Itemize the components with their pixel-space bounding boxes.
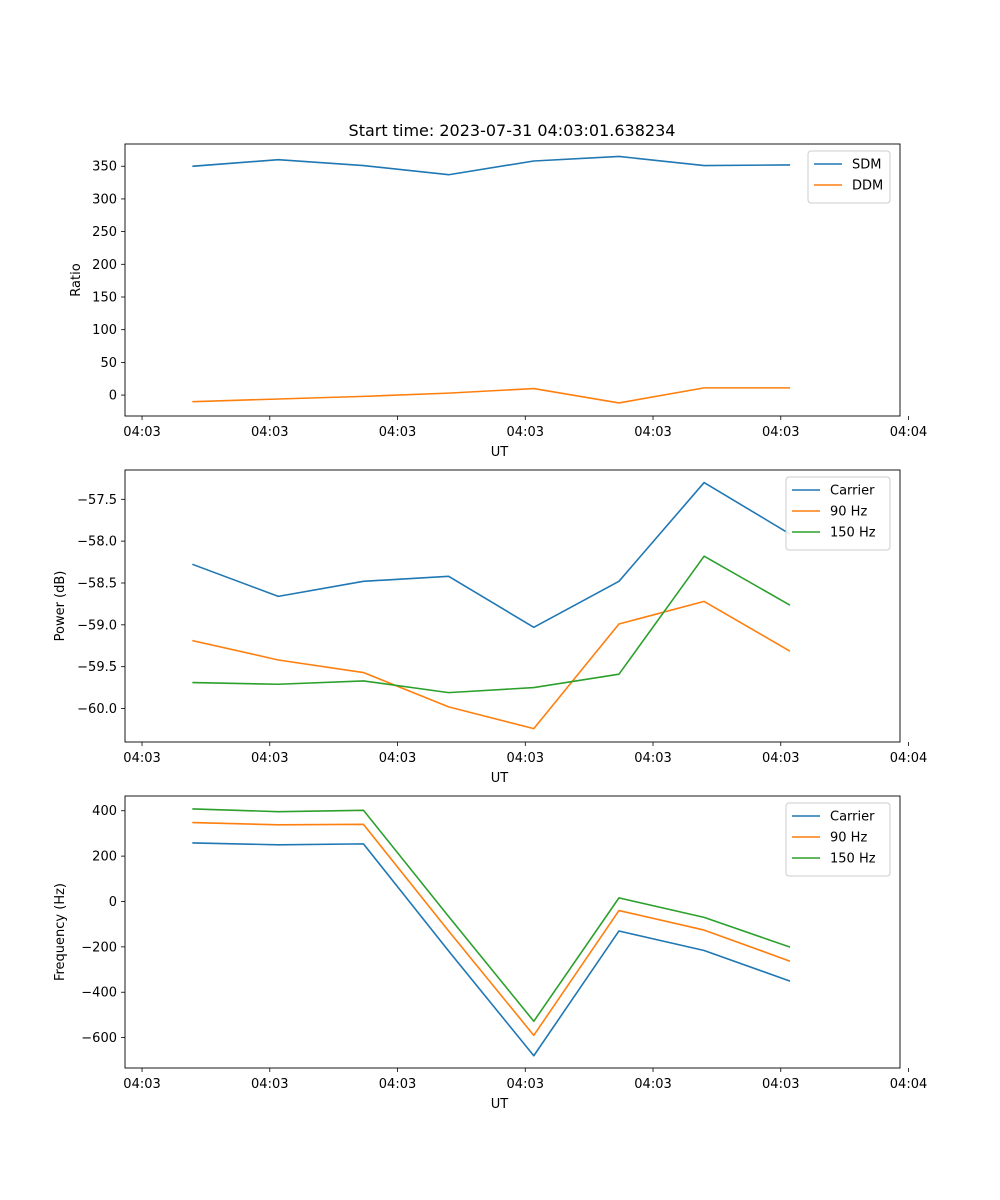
series-line-ddm bbox=[192, 387, 791, 404]
y-tick-label: −59.5 bbox=[77, 660, 117, 675]
series-line-90-hz bbox=[192, 600, 791, 730]
chart-panel-1: 04:03 04:03 04:03 04:03 04:03 04:03 04:04 0 50 10… bbox=[69, 143, 927, 460]
chart-title: Start time: 2023-07-31 04:03:01.638234 bbox=[349, 121, 676, 140]
x-tick-label: 04:04 bbox=[890, 751, 927, 766]
y-tick-label: −60.0 bbox=[77, 702, 117, 717]
series-line-sdm bbox=[192, 155, 791, 176]
y-tick-label: −400 bbox=[81, 986, 117, 1001]
y-tick-label: −57.5 bbox=[77, 493, 117, 508]
y-tick-label: 100 bbox=[92, 323, 117, 338]
x-tick-label: 04:03 bbox=[507, 1077, 544, 1092]
y-tick-label: −200 bbox=[81, 940, 117, 955]
x-tick-label: 04:03 bbox=[379, 751, 416, 766]
axes-frame bbox=[124, 143, 901, 417]
chart-panel-2: 04:03 04:03 04:03 04:03 04:03 04:03 04:04 −60.0… bbox=[53, 469, 927, 786]
x-tick-label: 04:03 bbox=[762, 751, 799, 766]
y-tick-label: −59.0 bbox=[77, 618, 117, 633]
x-tick-label: 04:03 bbox=[634, 1077, 671, 1092]
legend: Carrier 90 Hz 150 Hz bbox=[785, 476, 891, 551]
axes-frame bbox=[124, 795, 901, 1069]
legend-label: Carrier bbox=[830, 810, 875, 825]
x-tick-label: 04:03 bbox=[507, 425, 544, 440]
y-tick-label: 150 bbox=[92, 291, 117, 306]
y-tick-label: 200 bbox=[92, 258, 117, 273]
y-tick-label: −600 bbox=[81, 1031, 117, 1046]
y-axis-label: Ratio bbox=[69, 263, 84, 296]
y-tick-label: 0 bbox=[109, 895, 117, 910]
series-line-carrier bbox=[192, 842, 791, 1057]
legend: SDM DDM bbox=[807, 150, 891, 204]
x-axis-label: UT bbox=[491, 771, 509, 786]
x-tick-label: 04:04 bbox=[890, 425, 927, 440]
legend-label: Carrier bbox=[830, 484, 875, 499]
y-axis-label: Frequency (Hz) bbox=[53, 883, 68, 981]
y-tick-label: 350 bbox=[92, 160, 117, 175]
y-tick-label: 300 bbox=[92, 192, 117, 207]
legend-label: 150 Hz bbox=[830, 526, 876, 541]
series-line-150-hz bbox=[192, 555, 791, 694]
x-tick-label: 04:03 bbox=[251, 1077, 288, 1092]
legend-label: 90 Hz bbox=[830, 831, 867, 846]
x-axis-label: UT bbox=[491, 1097, 509, 1112]
y-tick-label: 0 bbox=[109, 389, 117, 404]
y-tick-label: −58.0 bbox=[77, 535, 117, 550]
y-tick-label: −58.5 bbox=[77, 576, 117, 591]
legend-label: SDM bbox=[852, 158, 881, 173]
x-tick-label: 04:03 bbox=[123, 425, 160, 440]
legend-label: 150 Hz bbox=[830, 852, 876, 867]
y-tick-label: 50 bbox=[100, 356, 117, 371]
x-tick-label: 04:03 bbox=[634, 425, 671, 440]
x-tick-label: 04:03 bbox=[507, 751, 544, 766]
chart-panel-3: 04:03 04:03 04:03 04:03 04:03 04:03 04:04 −600 −… bbox=[53, 795, 927, 1112]
x-tick-label: 04:03 bbox=[123, 751, 160, 766]
x-tick-label: 04:03 bbox=[379, 1077, 416, 1092]
series-line-150-hz bbox=[192, 808, 791, 1023]
legend-label: 90 Hz bbox=[830, 505, 867, 520]
x-tick-label: 04:03 bbox=[762, 425, 799, 440]
legend-label: DDM bbox=[852, 179, 883, 194]
x-tick-label: 04:03 bbox=[762, 1077, 799, 1092]
series-line-90-hz bbox=[192, 821, 791, 1037]
y-tick-label: 200 bbox=[92, 850, 117, 865]
x-tick-label: 04:03 bbox=[251, 425, 288, 440]
x-tick-label: 04:03 bbox=[251, 751, 288, 766]
x-tick-label: 04:03 bbox=[123, 1077, 160, 1092]
x-axis-label: UT bbox=[491, 445, 509, 460]
y-axis-label: Power (dB) bbox=[53, 571, 68, 642]
y-tick-label: 250 bbox=[92, 225, 117, 240]
series-line-carrier bbox=[192, 481, 791, 629]
x-tick-label: 04:03 bbox=[634, 751, 671, 766]
y-tick-label: 400 bbox=[92, 804, 117, 819]
x-tick-label: 04:04 bbox=[890, 1077, 927, 1092]
x-tick-label: 04:03 bbox=[379, 425, 416, 440]
legend: Carrier 90 Hz 150 Hz bbox=[785, 802, 891, 877]
axes-frame bbox=[124, 469, 901, 743]
